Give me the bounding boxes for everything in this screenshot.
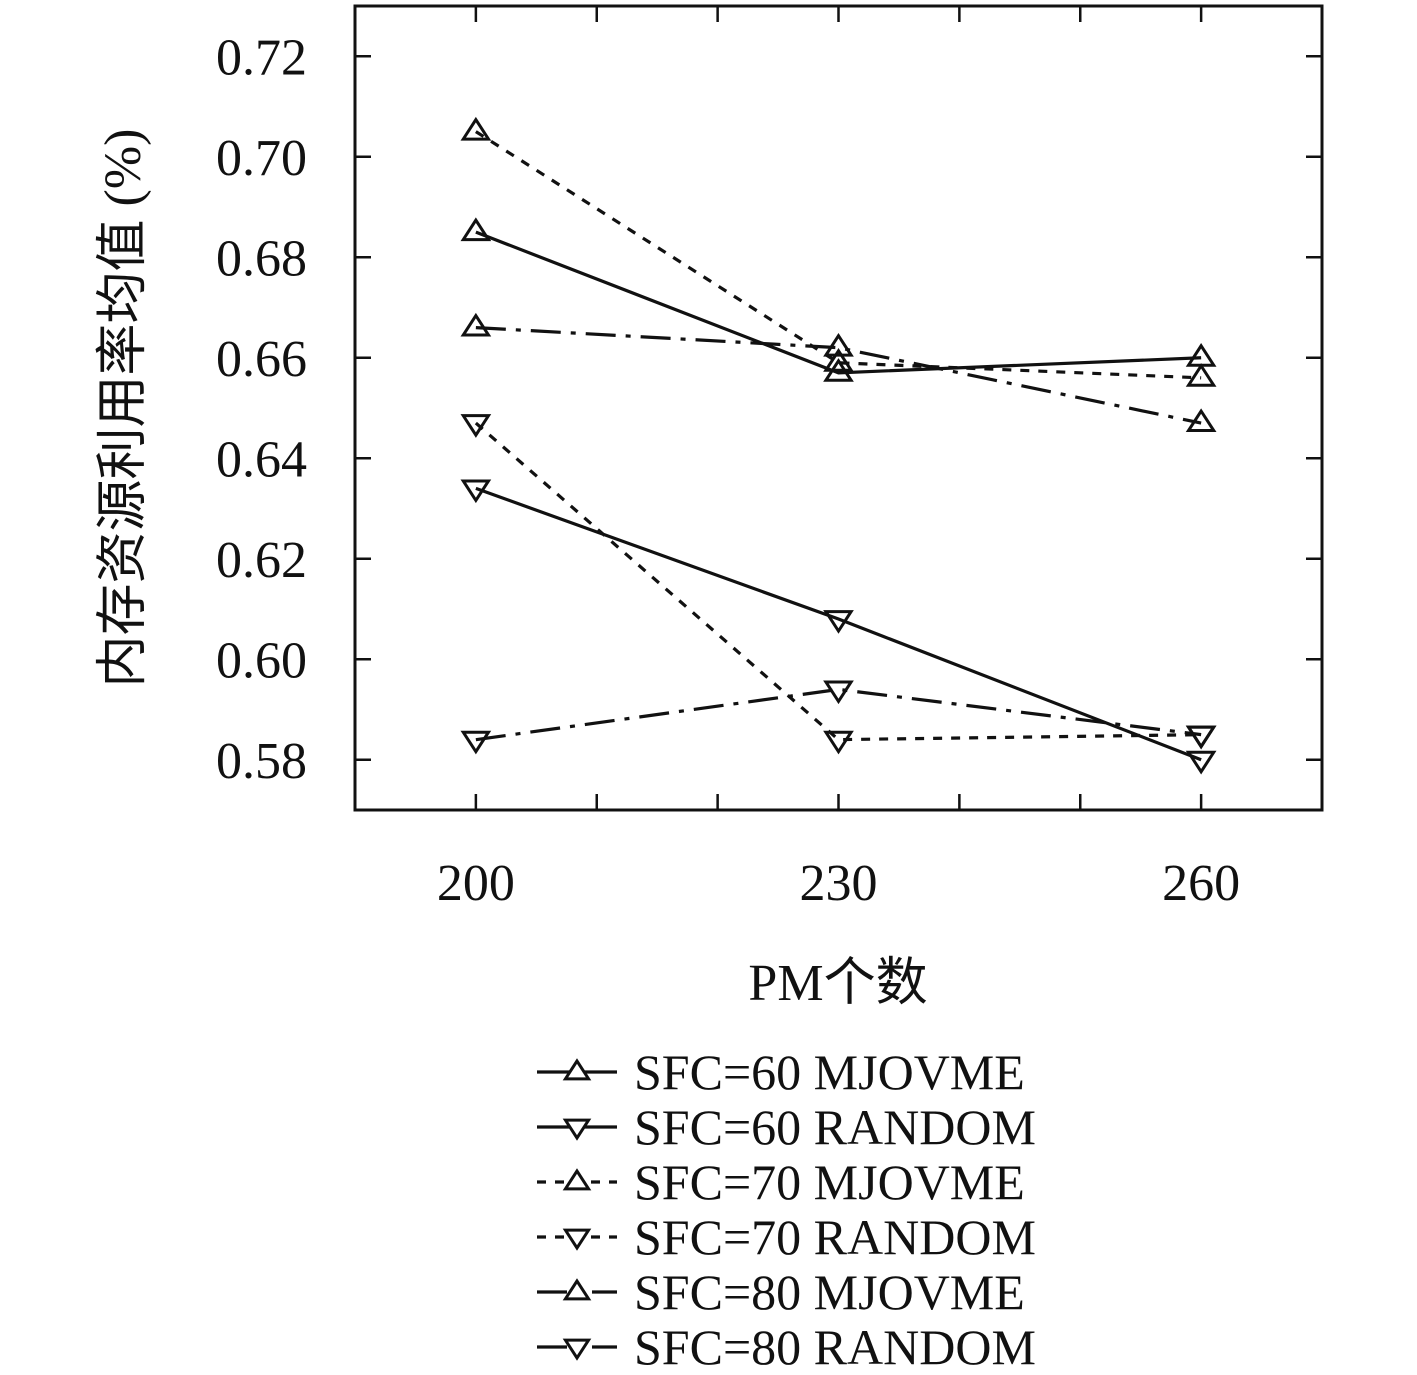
y-tick-label-3: 0.64 bbox=[216, 431, 307, 488]
y-tick-label-2: 0.62 bbox=[216, 532, 307, 589]
legend-label-3: SFC=70 RANDOM bbox=[634, 1209, 1036, 1265]
series-4-point-2 bbox=[1185, 408, 1217, 433]
plot-frame bbox=[353, 4, 1324, 812]
x-tick-label-2: 260 bbox=[1162, 855, 1240, 912]
series-1-point-1 bbox=[823, 610, 854, 634]
x-tick-labels: 200 230 260 bbox=[437, 855, 1240, 912]
y-tick-labels: 0.58 0.60 0.62 0.64 0.66 0.68 0.70 0.72 bbox=[216, 29, 307, 790]
series-2-point-1 bbox=[823, 348, 854, 372]
series-line-1 bbox=[475, 486, 1202, 762]
y-tick-label-5: 0.68 bbox=[216, 230, 307, 287]
series-4-point-0 bbox=[460, 312, 492, 337]
series-lines bbox=[460, 116, 1217, 775]
series-0-point-0 bbox=[460, 217, 492, 242]
y-tick-label-7: 0.72 bbox=[216, 29, 307, 86]
series-2-point-0 bbox=[460, 116, 492, 141]
x-tick-label-0: 200 bbox=[437, 855, 515, 912]
legend-marker-4 bbox=[562, 1278, 592, 1301]
series-line-2 bbox=[475, 130, 1202, 380]
legend-marker-3 bbox=[562, 1228, 592, 1251]
legend-label-5: SFC=80 RANDOM bbox=[634, 1319, 1036, 1375]
series-5-point-2 bbox=[1185, 725, 1217, 750]
legend-marker-2 bbox=[562, 1168, 592, 1191]
series-line-5 bbox=[475, 687, 1202, 742]
series-2-point-2 bbox=[1185, 363, 1217, 387]
y-tick-label-1: 0.60 bbox=[216, 632, 307, 689]
axis-ticks bbox=[355, 6, 1322, 810]
y-axis-title: 内存资源利用率均值 (%) bbox=[95, 129, 152, 688]
y-tick-label-0: 0.58 bbox=[216, 733, 307, 790]
series-5-point-1 bbox=[823, 680, 854, 705]
series-5-point-0 bbox=[460, 730, 492, 755]
x-tick-label-1: 230 bbox=[800, 855, 878, 912]
legend-marker-0 bbox=[562, 1058, 592, 1081]
series-1-point-0 bbox=[460, 479, 492, 504]
legend-label-2: SFC=70 MJOVME bbox=[634, 1154, 1025, 1210]
series-1-point-2 bbox=[1185, 750, 1217, 775]
legend-label-0: SFC=60 MJOVME bbox=[634, 1044, 1025, 1100]
y-tick-label-4: 0.66 bbox=[216, 331, 307, 388]
x-axis-title: PM个数 bbox=[748, 955, 927, 1012]
y-tick-label-6: 0.70 bbox=[216, 130, 307, 187]
legend-marker-1 bbox=[562, 1118, 592, 1141]
series-4-point-1 bbox=[823, 332, 854, 357]
series-3-point-0 bbox=[460, 414, 492, 438]
series-3-point-1 bbox=[823, 730, 854, 755]
series-line-3 bbox=[474, 421, 1202, 742]
series-line-4 bbox=[475, 326, 1202, 425]
legend-marker-5 bbox=[562, 1338, 592, 1361]
legend-label-4: SFC=80 MJOVME bbox=[634, 1264, 1025, 1320]
series-line-0 bbox=[475, 230, 1202, 375]
legend-label-1: SFC=60 RANDOM bbox=[634, 1099, 1036, 1155]
